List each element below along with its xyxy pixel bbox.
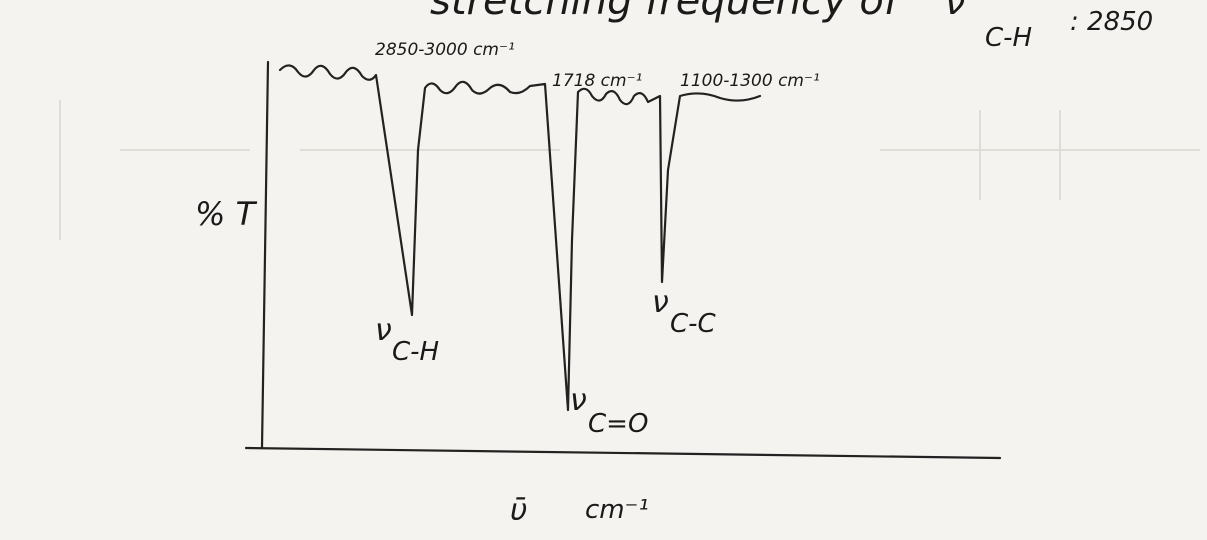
header-symbol: ν: [945, 0, 965, 23]
peak-symbol: ν: [375, 313, 392, 348]
y-axis-label: % T: [195, 195, 258, 233]
peak-subscript: C-H: [392, 337, 439, 367]
ir-spectrum-sketch: stretching frequency of ν C-H : 2850 % T…: [0, 0, 1207, 540]
range-label: 2850-3000 cm⁻¹: [375, 40, 515, 60]
header-value: : 2850: [1070, 7, 1153, 37]
range-label: 1100-1300 cm⁻¹: [680, 71, 820, 91]
peak-symbol: ν: [652, 285, 669, 320]
x-axis-unit: cm⁻¹: [585, 495, 649, 525]
peak-subscript: C=O: [588, 409, 648, 439]
header-text: stretching frequency of: [430, 0, 904, 24]
peak-symbol: ν: [570, 383, 587, 418]
header-subscript: C-H: [985, 23, 1032, 53]
range-label: 1718 cm⁻¹: [552, 71, 642, 91]
x-axis-symbol: ῡ: [510, 493, 527, 528]
peak-subscript: C-C: [670, 309, 717, 339]
